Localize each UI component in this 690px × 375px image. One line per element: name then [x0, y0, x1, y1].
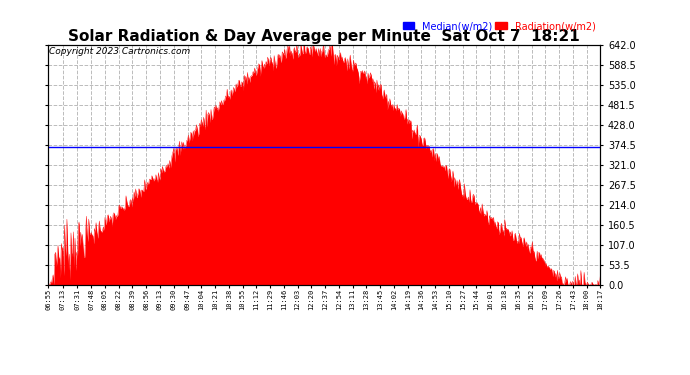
Title: Solar Radiation & Day Average per Minute  Sat Oct 7  18:21: Solar Radiation & Day Average per Minute…: [68, 29, 580, 44]
Legend: Median(w/m2), Radiation(w/m2): Median(w/m2), Radiation(w/m2): [402, 21, 595, 31]
Text: Copyright 2023 Cartronics.com: Copyright 2023 Cartronics.com: [49, 47, 190, 56]
